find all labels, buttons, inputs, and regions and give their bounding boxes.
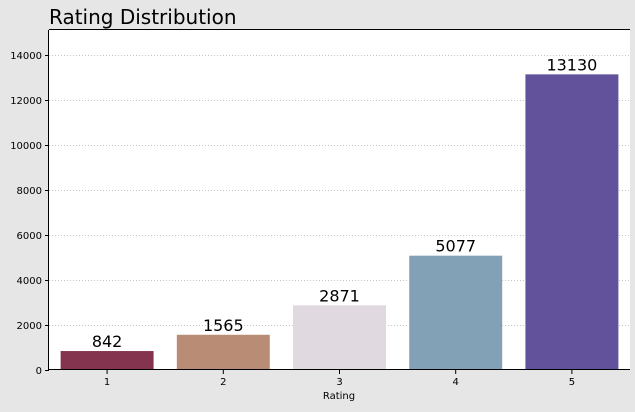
y-tick-label: 2000	[17, 321, 42, 332]
data-label: 2871	[319, 286, 360, 305]
y-tick-label: 6000	[17, 231, 42, 242]
y-axis-ticks: 0 2000 4000 6000 8000 10000 12000 14000	[10, 51, 49, 377]
x-tick-label: 3	[336, 377, 342, 388]
bar	[176, 334, 270, 370]
x-axis-label: Rating	[323, 391, 355, 402]
bar	[60, 351, 154, 370]
bar	[525, 74, 619, 371]
x-tick-label: 4	[453, 377, 459, 388]
data-label: 5077	[435, 237, 476, 256]
y-tick-label: 10000	[10, 141, 42, 152]
x-tick-label: 5	[569, 377, 575, 388]
x-tick-label: 1	[104, 377, 110, 388]
chart-title: Rating Distribution	[49, 5, 237, 29]
y-tick-label: 0	[36, 366, 42, 377]
bar	[409, 255, 503, 370]
y-tick-label: 8000	[17, 186, 42, 197]
y-tick-label: 4000	[17, 276, 42, 287]
gridlines	[49, 55, 630, 326]
x-axis-ticks: 1 2 3 4 5	[104, 370, 575, 388]
y-tick-label: 14000	[10, 51, 42, 62]
x-tick-label: 2	[220, 377, 226, 388]
data-label: 1565	[203, 316, 244, 335]
bar	[293, 305, 386, 370]
y-tick-label: 12000	[10, 96, 42, 107]
bars	[60, 74, 619, 371]
data-label: 13130	[546, 55, 597, 74]
data-label: 842	[92, 332, 123, 351]
data-labels: 842 1565 2871 5077 13130	[92, 55, 598, 351]
